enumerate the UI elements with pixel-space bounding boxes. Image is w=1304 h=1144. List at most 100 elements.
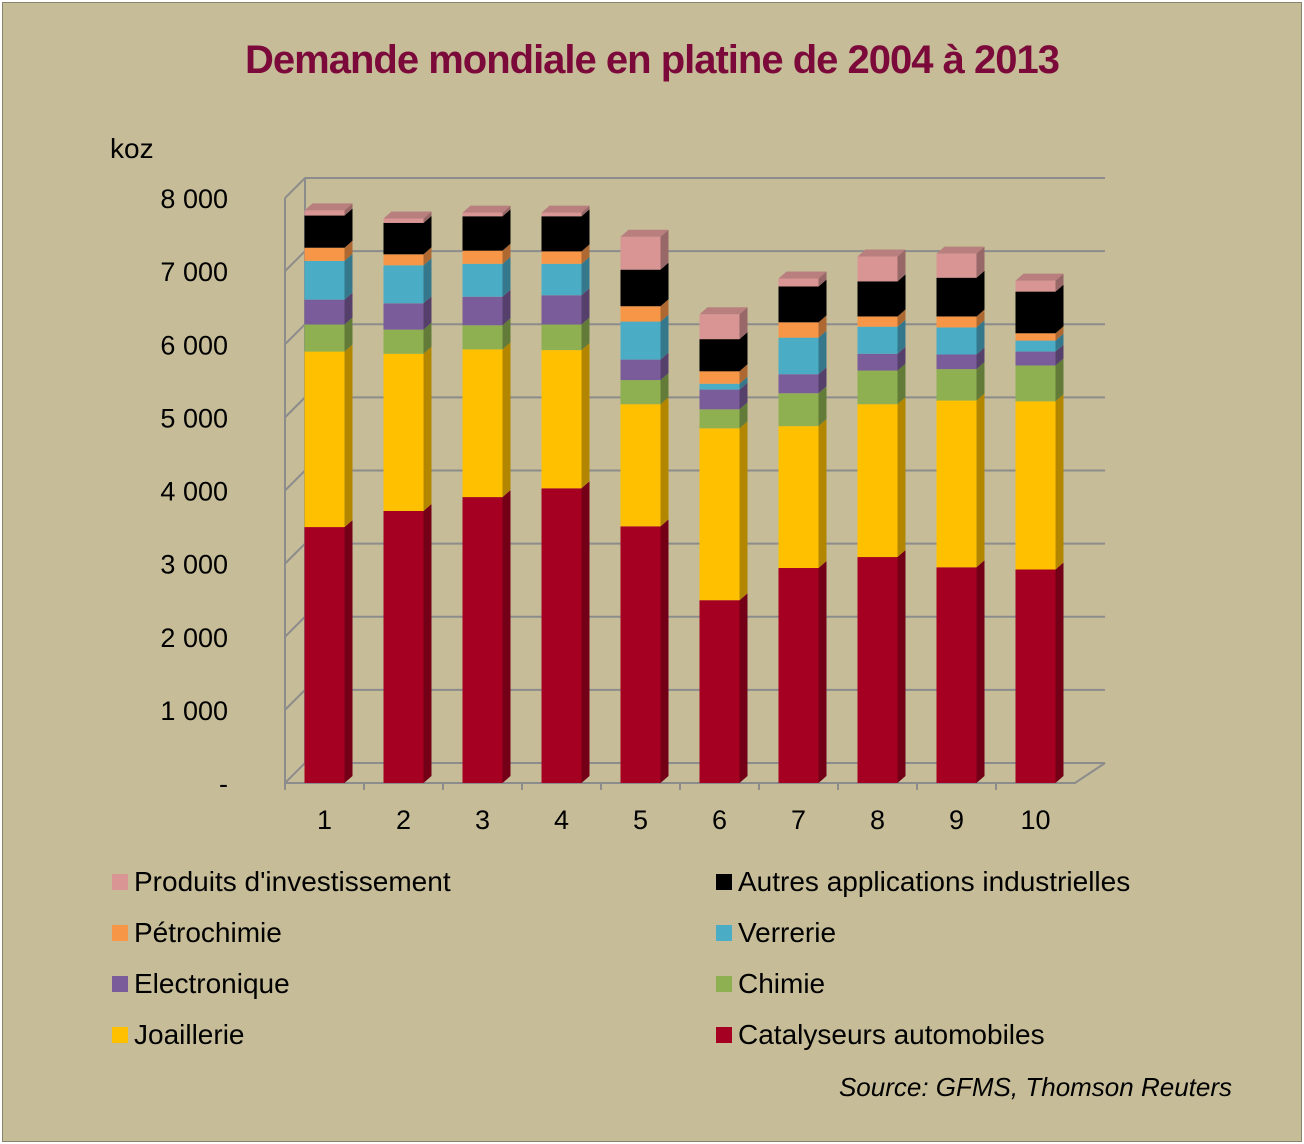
bar-segment	[304, 210, 345, 216]
bar-segment	[462, 497, 503, 783]
bar-top	[541, 205, 590, 213]
bar-side	[660, 519, 669, 783]
bar-side	[581, 205, 590, 217]
bar-top	[620, 229, 669, 237]
bar-segment	[462, 325, 503, 350]
bar-side	[897, 274, 906, 317]
legend-label: Joaillerie	[134, 1019, 245, 1050]
legend-item: Produits d'investissement	[112, 866, 451, 898]
bar-side	[502, 342, 511, 498]
bar-segment	[778, 337, 819, 375]
bar-segment	[857, 316, 898, 327]
bar-side	[581, 481, 590, 783]
legend-swatch	[716, 1027, 732, 1043]
bar-segment	[620, 359, 661, 381]
x-tick-label: 8	[870, 805, 885, 835]
y-tick-label: -	[219, 769, 228, 799]
bar-segment	[699, 383, 740, 390]
bar-side	[818, 386, 827, 427]
y-tick-label: 5 000	[160, 403, 228, 433]
legend-label: Catalyseurs automobiles	[738, 1019, 1045, 1050]
bar-segment	[304, 247, 345, 261]
bar-side	[344, 240, 353, 261]
bar-segment	[936, 567, 977, 783]
bar-segment	[699, 389, 740, 410]
bar-segment	[778, 286, 819, 323]
bar-side	[818, 419, 827, 569]
bar-side	[581, 317, 590, 351]
bar-side	[423, 296, 432, 330]
bar-side	[581, 244, 590, 264]
gridline	[284, 177, 1105, 199]
bar-segment	[778, 322, 819, 338]
bar-side	[1055, 358, 1064, 402]
bar-top	[1015, 273, 1064, 281]
bar-segment	[620, 404, 661, 527]
bar-segment	[1015, 401, 1056, 570]
bar-side	[423, 211, 432, 223]
legend-item: Autres applications industrielles	[716, 866, 1130, 898]
bar-side	[1055, 273, 1064, 292]
bar-segment	[462, 212, 503, 217]
bar-segment	[778, 568, 819, 783]
bar-side	[502, 318, 511, 350]
bar-segment	[304, 299, 345, 325]
bar-side	[739, 593, 748, 783]
bar-segment	[383, 265, 424, 304]
bar-side	[976, 560, 985, 783]
bar-segment	[462, 349, 503, 498]
bar-side	[423, 322, 432, 354]
bar-segment	[383, 218, 424, 223]
bar-segment	[620, 321, 661, 360]
legend-label: Chimie	[738, 968, 826, 999]
chart-title: Demande mondiale en platine de 2004 à 20…	[245, 38, 1060, 82]
bar-segment	[462, 250, 503, 264]
bar-top	[462, 205, 511, 213]
x-tick-label: 5	[633, 805, 648, 835]
bar-side	[581, 288, 590, 325]
legend-label: Electronique	[134, 968, 290, 999]
bar-segment	[699, 409, 740, 429]
bar-side	[423, 346, 432, 511]
bar-segment	[620, 269, 661, 307]
bar-top	[383, 211, 432, 219]
bar-side	[976, 393, 985, 568]
legend-item: Joaillerie	[112, 1019, 245, 1051]
legend-swatch	[112, 976, 128, 992]
bar-side	[897, 397, 906, 558]
bar-segment	[699, 600, 740, 783]
bar-side	[1055, 394, 1064, 570]
bar-side	[818, 279, 827, 323]
bar-side	[976, 320, 985, 355]
bar-side	[1055, 284, 1064, 334]
bar-side	[344, 208, 353, 248]
bar-segment	[304, 215, 345, 248]
bar-segment	[778, 393, 819, 427]
legend-item: Pétrochimie	[112, 917, 282, 949]
bar-segment	[620, 236, 661, 270]
bar-segment	[462, 296, 503, 326]
legend-label: Autres applications industrielles	[738, 866, 1131, 897]
bar-side	[660, 352, 669, 381]
bar-top	[857, 249, 906, 257]
bar-side	[897, 309, 906, 327]
bar-side	[581, 209, 590, 252]
legend-swatch	[112, 874, 128, 890]
legend-label: Pétrochimie	[134, 917, 282, 948]
bar-side	[344, 203, 353, 216]
bar-side	[344, 292, 353, 325]
y-tick-label: 2 000	[160, 623, 228, 653]
bar-side	[1055, 344, 1064, 366]
bar-segment	[541, 324, 582, 351]
bar-segment	[383, 254, 424, 266]
bar-segment	[936, 316, 977, 328]
bar-segment	[304, 527, 345, 783]
bar-segment	[541, 216, 582, 252]
legend-swatch	[716, 925, 732, 941]
bar-side	[1055, 333, 1064, 352]
bar-segment	[936, 369, 977, 401]
bar-side	[344, 317, 353, 352]
bar-side	[660, 262, 669, 307]
bar-side	[1055, 562, 1064, 783]
